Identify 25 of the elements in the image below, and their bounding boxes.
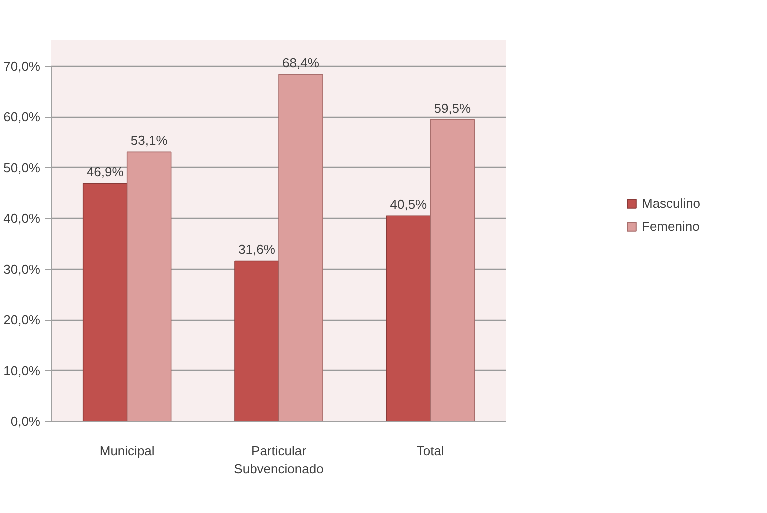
- x-tick-label: Total: [416, 444, 445, 458]
- x-tick-label: Particular Subvencionado: [234, 444, 324, 476]
- data-label: 68,4%: [282, 56, 320, 71]
- bar: [278, 74, 324, 422]
- y-tick-label: 40,0%: [4, 211, 41, 226]
- y-tick-label: 60,0%: [4, 110, 41, 125]
- legend-label: Masculino: [642, 196, 701, 211]
- y-tick-label: 0,0%: [10, 414, 41, 429]
- legend-label: Femenino: [642, 219, 700, 234]
- data-label: 53,1%: [130, 133, 168, 148]
- y-tick-label: 50,0%: [4, 160, 41, 176]
- bar: [126, 152, 172, 422]
- x-tick-label: Municipal: [100, 444, 155, 458]
- y-tick-label: 70,0%: [4, 59, 41, 74]
- bar: [234, 260, 280, 422]
- bar: [430, 119, 476, 422]
- data-label: 59,5%: [434, 100, 472, 116]
- bar: [386, 216, 432, 422]
- y-tick-label: 30,0%: [4, 262, 41, 277]
- data-label: 46,9%: [86, 164, 124, 180]
- data-label: 40,5%: [390, 197, 428, 212]
- bar: [82, 183, 128, 422]
- y-tick-label: 10,0%: [4, 363, 41, 378]
- y-tick-label: 20,0%: [4, 312, 41, 328]
- data-label: 31,6%: [238, 242, 276, 258]
